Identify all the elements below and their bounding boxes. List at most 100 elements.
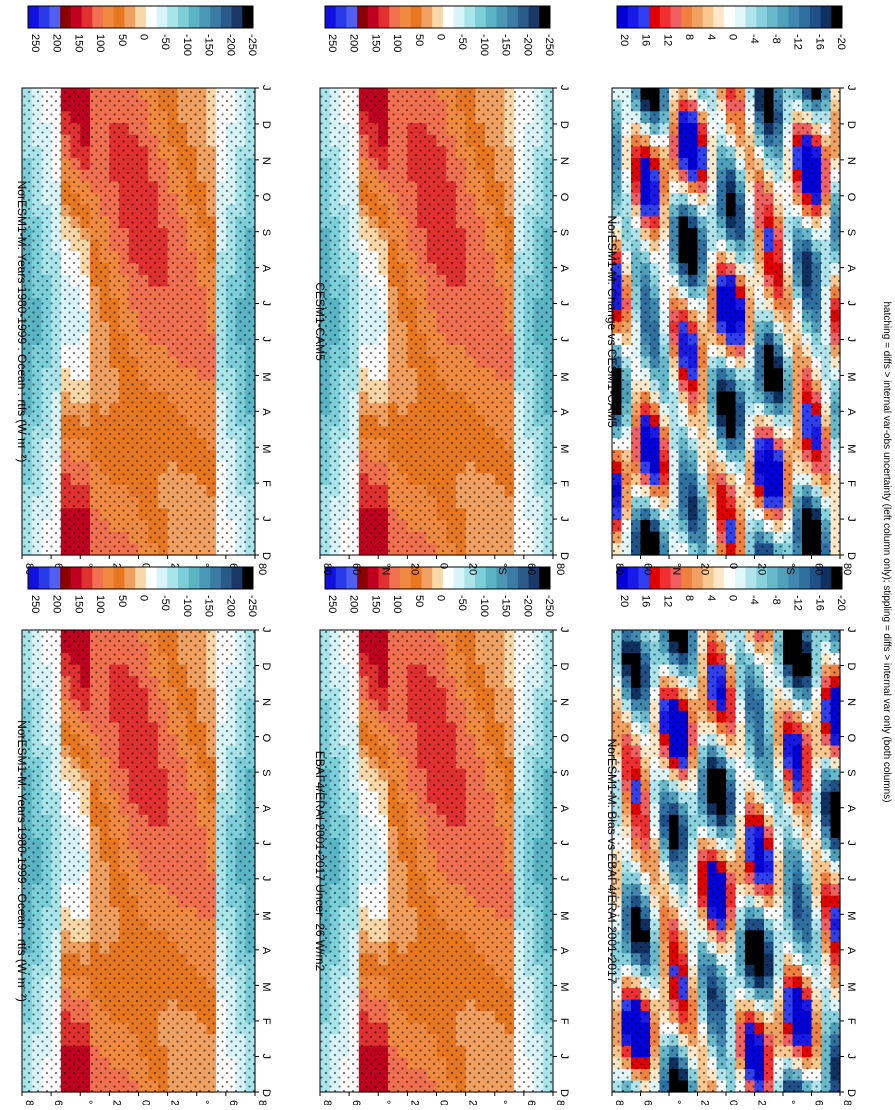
colorbar-swatch [411,6,422,28]
x-tick-label: D [260,552,272,560]
y-tick-label: 20 [408,563,420,575]
colorbar-label: 200 [348,595,360,613]
x-tick-label: A [558,805,570,813]
x-tick-label: M [558,982,570,991]
colorbar-label: -200 [224,595,236,617]
colorbar-swatch [82,6,93,28]
colorbar-label: 0 [435,34,447,40]
colorbar-swatch [189,6,200,28]
colorbar-label: -50 [159,595,171,611]
colorbar-swatch [242,6,253,28]
colorbar-label: 100 [391,34,403,52]
x-tick-label: F [260,1018,272,1025]
x-tick-label: M [558,372,570,381]
colorbar-label: 200 [51,34,63,52]
colorbar-swatch [421,6,432,28]
x-tick-label: J [558,85,570,91]
panel-title: NorESM1-M: Years 1980-1999 : Ocean : rtf… [15,720,29,1002]
colorbar-label: 0 [435,595,447,601]
colorbar-label: -150 [203,34,215,56]
x-tick-label: J [260,85,272,91]
x-tick-label: D [558,121,570,129]
stippling-overlay [320,630,553,1092]
x-tick-label: D [558,1089,570,1097]
colorbar-label: 100 [391,595,403,613]
stippling-overlay [22,88,255,555]
colorbar-swatch [146,567,157,589]
colorbar-label: 150 [72,595,84,613]
y-tick-label: °N [81,1100,93,1105]
x-tick-label: A [558,408,570,416]
colorbar-swatch [464,6,475,28]
x-tick-label: O [260,734,272,743]
y-tick-label: 0 [438,563,450,569]
x-tick-label: A [558,265,570,273]
colorbar-swatch [539,567,550,589]
x-tick-label: J [558,1053,570,1059]
colorbar-swatch [114,6,125,28]
x-tick-label: M [558,911,570,920]
colorbar-label: 0 [138,595,150,601]
x-tick-label: O [260,193,272,202]
colorbar-label: -250 [543,595,555,617]
colorbar-swatch [92,6,103,28]
colorbar-label: 150 [369,34,381,52]
x-tick-label: J [558,840,570,846]
colorbar-swatch [454,567,465,589]
y-tick-label: °S [496,1100,508,1105]
colorbar-swatch [28,567,39,589]
panel-bottom-left: 8060°N20020°S6080DJFMAMJJASONDJNorESM1-M… [605,567,857,1105]
colorbar-swatch [167,6,178,28]
colorbar-swatch [379,6,390,28]
x-tick-label: S [260,769,272,776]
colorbar-swatch [189,567,200,589]
colorbar-swatch [336,6,347,28]
colorbar-swatch [486,6,497,28]
colorbar-swatch [325,6,336,28]
x-tick-label: N [260,698,272,706]
y-tick-label: 0 [140,1100,152,1105]
colorbar-swatch [157,6,168,28]
panel-top-right: 8060°N20020°S6080DJFMAMJJASONDJNorESM1-M… [15,567,272,1105]
colorbar-label: 250 [326,595,338,613]
colorbar-swatch [443,567,454,589]
colorbar-swatch [486,567,497,589]
panel-top-left: 8060°N20020°S6080DJFMAMJJASONDJNorESM1-M… [15,6,272,575]
colorbar-swatch [210,567,221,589]
x-tick-label: A [260,408,272,416]
x-tick-label: S [260,229,272,236]
x-tick-label: J [558,336,570,342]
x-tick-label: N [558,157,570,165]
colorbar-swatch [496,6,507,28]
y-tick-label: 60 [227,1100,239,1105]
colorbar-label: -100 [181,34,193,56]
stippling-overlay [22,630,255,1092]
colorbar-swatch [146,6,157,28]
colorbar-swatch [539,6,550,28]
colorbar-label: -250 [246,34,258,56]
colorbar-label: -50 [159,34,171,50]
colorbar-swatch [39,6,50,28]
y-tick-label: 60 [52,1100,64,1105]
x-tick-label: M [260,372,272,381]
colorbar-swatch [124,6,135,28]
x-tick-label: F [558,480,570,487]
colorbar-label: -100 [478,595,490,617]
y-tick-label: 60 [350,1100,362,1105]
x-tick-label: F [260,480,272,487]
colorbar-swatch [443,6,454,28]
colorbar-label: 250 [326,34,338,52]
colorbar-label: 50 [116,595,128,607]
colorbar-label: -200 [521,595,533,617]
colorbar-swatch [157,567,168,589]
colorbar-swatch [221,567,232,589]
colorbar-label: 50 [116,34,128,46]
colorbar-swatch [60,567,71,589]
y-tick-label: 60 [525,1100,537,1105]
x-tick-label: J [558,301,570,307]
